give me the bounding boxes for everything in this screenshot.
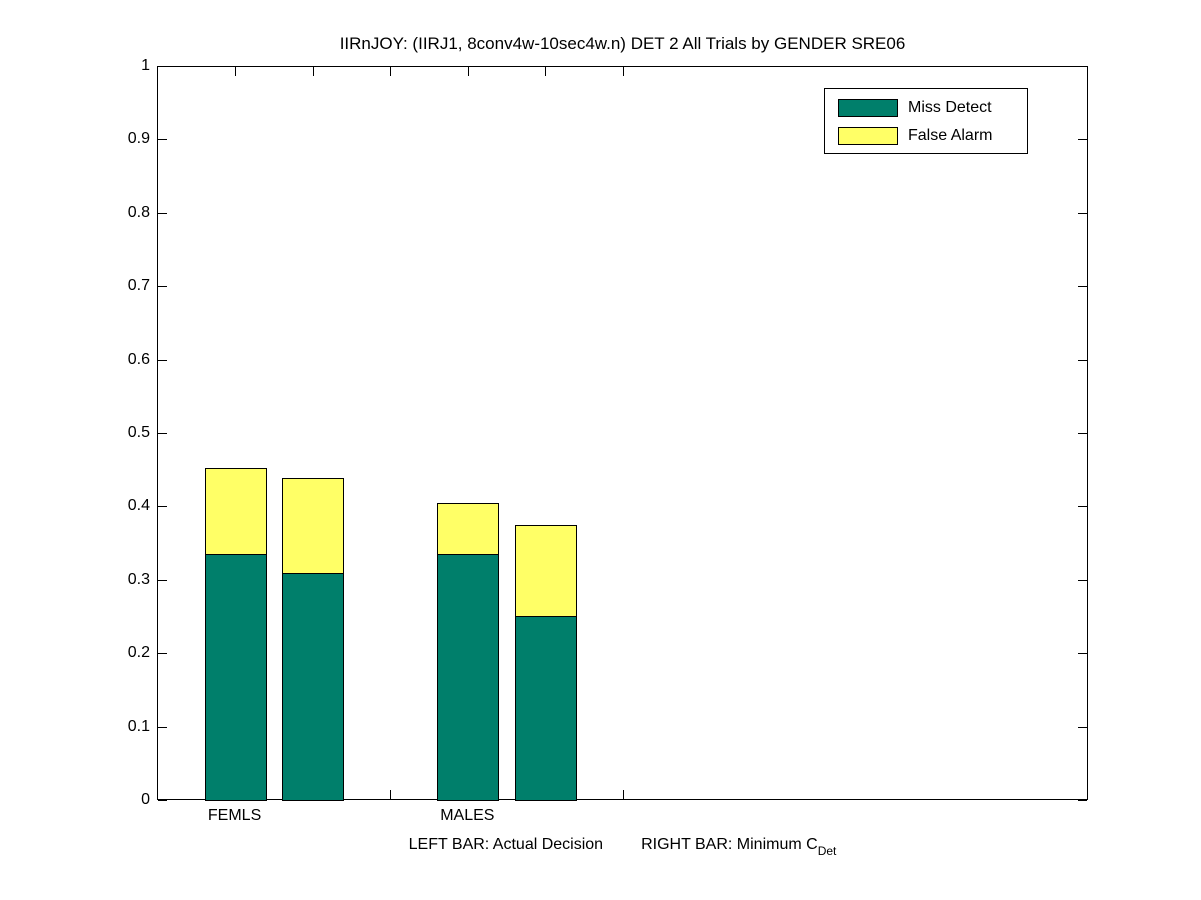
- bar-segment-false-alarm: [437, 502, 500, 556]
- y-tick-label: 0.8: [127, 203, 150, 221]
- legend-entry-false-alarm: False Alarm: [838, 127, 1027, 145]
- legend-label-false-alarm: False Alarm: [908, 127, 993, 144]
- bar-segment-false-alarm: [282, 478, 345, 574]
- y-tick-right: [1078, 726, 1087, 728]
- y-tick-left: [158, 359, 167, 361]
- legend-entry-miss-detect: Miss Detect: [838, 99, 1027, 117]
- y-tick-left: [158, 433, 167, 434]
- y-tick-left: [158, 726, 167, 728]
- chart-title: IIRnJOY: (IIRJ1, 8conv4w-10sec4w.n) DET …: [339, 34, 906, 53]
- y-tick-right: [1078, 359, 1087, 361]
- y-tick-left: [158, 506, 167, 508]
- y-tick-right: [1078, 139, 1087, 141]
- x-tick-top: [390, 67, 392, 76]
- bar-segment-false-alarm: [204, 468, 267, 555]
- y-tick-label: 0.4: [127, 497, 150, 515]
- x-axis-label-right: RIGHT BAR: Minimum C: [641, 836, 818, 853]
- y-tick-right: [1078, 506, 1087, 508]
- y-tick-label: 0.2: [127, 644, 150, 662]
- y-tick-right: [1078, 66, 1087, 67]
- y-tick-label: 0.3: [127, 570, 150, 588]
- bar-segment-miss-detect: [204, 553, 267, 801]
- y-tick-left: [158, 800, 167, 801]
- y-tick-right: [1078, 212, 1087, 214]
- x-tick-label: MALES: [440, 807, 495, 824]
- false-alarm-swatch: [838, 127, 898, 145]
- y-tick-right: [1078, 653, 1087, 655]
- y-tick-left: [158, 579, 167, 581]
- y-tick-label: 0.7: [127, 277, 150, 295]
- x-tick-bottom: [390, 790, 392, 799]
- y-tick-left: [158, 653, 167, 655]
- bar-segment-miss-detect: [514, 616, 577, 801]
- y-tick-label: 0.5: [127, 424, 150, 441]
- x-tick-top: [467, 67, 469, 76]
- x-tick-top: [312, 67, 314, 76]
- x-tick-top: [235, 67, 237, 76]
- plot-area: Miss Detect False Alarm: [157, 66, 1088, 801]
- legend-label-miss-detect: Miss Detect: [908, 99, 992, 116]
- y-tick-left: [158, 212, 167, 214]
- y-tick-left: [158, 66, 167, 67]
- miss-detect-swatch: [838, 99, 898, 117]
- y-tick-right: [1078, 579, 1087, 581]
- x-tick-top: [545, 67, 547, 76]
- y-tick-label: 0.9: [127, 130, 150, 148]
- x-axis-label-left: LEFT BAR: Actual Decision: [408, 836, 604, 853]
- x-tick-label: FEMLS: [207, 807, 262, 824]
- x-axis-label-subscript: Det: [817, 844, 837, 858]
- bar-segment-false-alarm: [514, 525, 577, 618]
- bar-segment-miss-detect: [437, 554, 500, 801]
- y-tick-right: [1078, 286, 1087, 288]
- x-axis-label: LEFT BAR: Actual Decision RIGHT BAR: Mini…: [157, 836, 1088, 858]
- legend: Miss Detect False Alarm: [824, 88, 1028, 154]
- y-tick-label: 0: [141, 791, 150, 808]
- y-tick-label: 0.6: [127, 350, 150, 368]
- y-tick-left: [158, 286, 167, 288]
- y-tick-right: [1078, 433, 1087, 434]
- bar-segment-miss-detect: [282, 572, 345, 801]
- y-tick-label: 1: [141, 57, 150, 74]
- x-tick-bottom: [623, 790, 624, 799]
- y-tick-label: 0.1: [127, 717, 150, 735]
- y-tick-left: [158, 139, 167, 141]
- x-tick-top: [623, 67, 624, 76]
- y-tick-right: [1078, 800, 1087, 801]
